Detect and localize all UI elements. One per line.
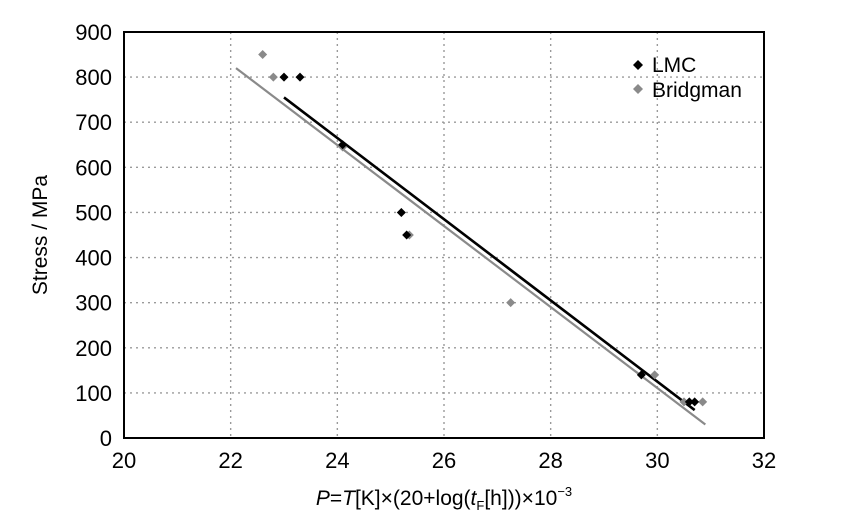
point-bridgman bbox=[506, 298, 516, 308]
point-bridgman bbox=[268, 72, 278, 82]
legend-marker-lmc bbox=[633, 60, 643, 70]
point-lmc bbox=[279, 72, 289, 82]
point-lmc bbox=[396, 207, 406, 217]
plot-frame bbox=[123, 31, 765, 439]
y-tick-label: 500 bbox=[75, 200, 112, 225]
point-lmc bbox=[338, 140, 348, 150]
grid bbox=[124, 32, 764, 438]
x-tick-label: 32 bbox=[752, 448, 776, 473]
y-tick-label: 300 bbox=[75, 291, 112, 316]
x-tick-label: 22 bbox=[218, 448, 242, 473]
point-lmc bbox=[295, 72, 305, 82]
y-tick-label: 600 bbox=[75, 155, 112, 180]
point-lmc bbox=[690, 397, 700, 407]
y-tick-label: 700 bbox=[75, 110, 112, 135]
x-tick-label: 20 bbox=[112, 448, 136, 473]
y-tick-label: 400 bbox=[75, 246, 112, 271]
legend-label-lmc: LMC bbox=[652, 54, 696, 77]
point-bridgman bbox=[650, 370, 660, 380]
point-bridgman bbox=[698, 397, 708, 407]
y-axis-label: Stress / MPa bbox=[29, 175, 52, 296]
legend-label-bridgman: Bridgman bbox=[652, 79, 742, 102]
x-tick-label: 28 bbox=[538, 448, 562, 473]
fit-line-bridgman bbox=[235, 67, 706, 426]
y-tick-label: 0 bbox=[100, 426, 112, 451]
fit-lines bbox=[235, 67, 706, 426]
point-bridgman bbox=[679, 397, 689, 407]
y-tick-labels: 0 100 200 300 400 500 600 700 800 900 bbox=[75, 20, 112, 451]
x-tick-label: 24 bbox=[325, 448, 349, 473]
y-tick-label: 800 bbox=[75, 65, 112, 90]
point-bridgman bbox=[258, 50, 268, 60]
y-tick-label: 100 bbox=[75, 381, 112, 406]
fit-line-lmc bbox=[283, 96, 696, 412]
x-tick-label: 30 bbox=[645, 448, 669, 473]
x-axis-label: P=T[K]×(20+log(tF[h]))×10−3 bbox=[316, 484, 572, 513]
x-tick-label: 26 bbox=[432, 448, 456, 473]
data-points bbox=[258, 50, 708, 407]
point-lmc bbox=[684, 397, 694, 407]
legend-marker-bridgman bbox=[633, 84, 643, 94]
legend: LMC Bridgman bbox=[633, 54, 742, 102]
point-lmc bbox=[636, 370, 646, 380]
y-tick-label: 200 bbox=[75, 336, 112, 361]
point-lmc bbox=[402, 230, 412, 240]
y-tick-label: 900 bbox=[75, 20, 112, 45]
x-tick-labels: 20 22 24 26 28 30 32 bbox=[112, 448, 776, 473]
